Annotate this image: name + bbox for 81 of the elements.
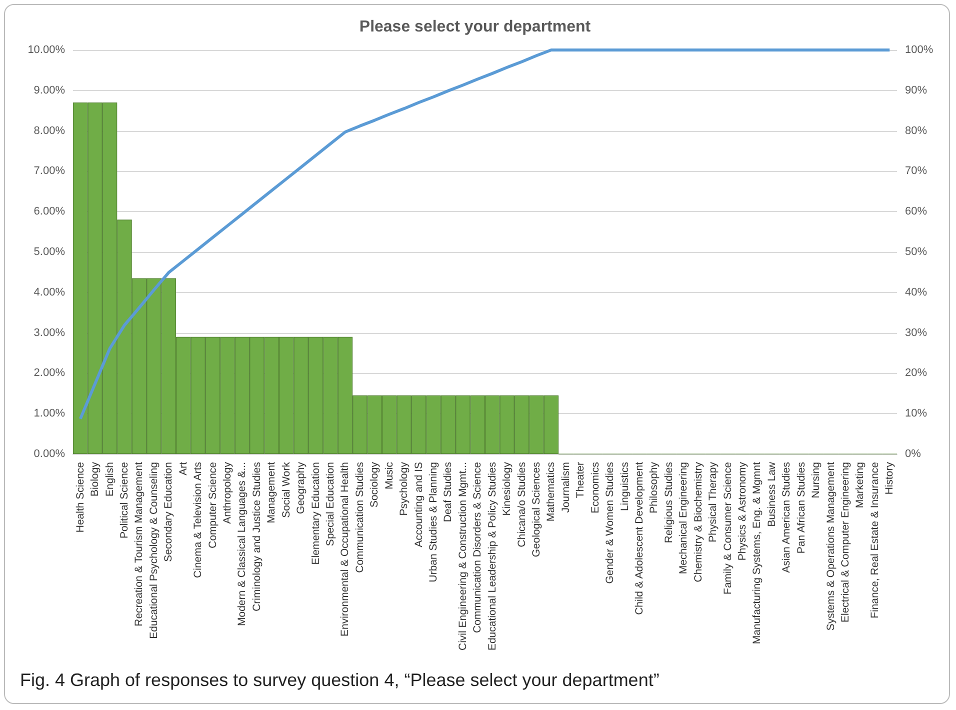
x-tick-label: Mathematics bbox=[545, 462, 558, 522]
y2-tick-label: 40% bbox=[905, 286, 928, 298]
x-tick-label: Accounting and IS bbox=[412, 462, 425, 548]
x-tick-label: Management bbox=[266, 462, 278, 524]
y-tick-label: 0.00% bbox=[34, 448, 66, 460]
x-tick-label: Biology bbox=[89, 461, 102, 496]
x-tick-label: Kinesiology bbox=[501, 461, 514, 516]
y-tick-label: 9.00% bbox=[34, 84, 66, 96]
x-tick-label: Music bbox=[383, 462, 396, 490]
x-tick-label: Systems & Operations Management bbox=[824, 462, 837, 631]
x-tick-label: Political Science bbox=[118, 462, 130, 538]
x-tick-label: Chicana/o Studies bbox=[516, 462, 528, 548]
x-tick-label: Communication Studies bbox=[354, 462, 366, 573]
x-tick-label: Cinema & Television Arts bbox=[192, 462, 204, 578]
x-tick-label: Health Science bbox=[74, 462, 86, 533]
line-series bbox=[78, 48, 892, 420]
x-tick-label: Linguistics bbox=[618, 462, 631, 512]
y2-tick-label: 10% bbox=[905, 408, 928, 420]
x-tick-label: Child & Adolescent Development bbox=[634, 462, 646, 615]
x-tick-label: Geological Sciences bbox=[530, 462, 542, 558]
x-tick-label: Art bbox=[177, 462, 190, 476]
x-tick-label: Finance, Real Estate & Insurance bbox=[868, 462, 881, 618]
y-tick-label: 7.00% bbox=[34, 165, 66, 178]
x-tick-label: Anthropology bbox=[222, 461, 234, 524]
x-tick-label: Educational Leadership & Policy Studies bbox=[486, 462, 498, 651]
x-tick-label: Nursing bbox=[810, 462, 822, 498]
y-tick-label: 2.00% bbox=[34, 367, 66, 380]
x-tick-label: Gender & Women Studies bbox=[604, 462, 616, 584]
y-tick-label: 6.00% bbox=[34, 206, 66, 218]
x-tick-label: Recreation & Tourism Management bbox=[133, 462, 146, 626]
x-tick-label: Economics bbox=[589, 462, 602, 514]
y-tick-label: 1.00% bbox=[34, 408, 66, 420]
x-tick-label: Philosophy bbox=[648, 461, 660, 514]
x-tick-label: Marketing bbox=[854, 462, 866, 508]
x-tick-label: Geography bbox=[295, 461, 308, 514]
caption: Fig. 4 Graph of responses to survey question 4, “Please select your department” bbox=[20, 670, 660, 691]
y-tick-label: 10.00% bbox=[28, 44, 66, 56]
x-tick-label: Environmental & Occupational Health bbox=[339, 462, 352, 637]
x-tick-label: Civil Engineering & Construction Mgmt... bbox=[456, 462, 469, 650]
x-tick-label: English bbox=[104, 462, 116, 496]
x-tick-label: Computer Science bbox=[206, 462, 219, 548]
x-tick-label: Physics & Astronomy bbox=[736, 461, 748, 561]
x-tick-label: Criminology and Justice Studies bbox=[250, 462, 263, 612]
x-tick-label: Sociology bbox=[368, 461, 381, 508]
x-tick-label: Elementary Education bbox=[310, 462, 322, 565]
x-tick-label: Special Education bbox=[324, 462, 336, 546]
y-tick-label: 3.00% bbox=[34, 326, 66, 339]
y2-tick-label: 70% bbox=[905, 165, 928, 178]
x-tick-label: Religious Studies bbox=[662, 462, 675, 544]
y2-tick-label: 60% bbox=[905, 206, 928, 218]
y2-tick-label: 0% bbox=[905, 448, 922, 460]
x-tick-label: Chemistry & Biochemistry bbox=[692, 461, 704, 582]
y2-tick-label: 90% bbox=[905, 84, 928, 96]
x-tick-label: Mechanical Engineering bbox=[678, 462, 690, 574]
x-tick-label: Social Work bbox=[280, 461, 292, 518]
x-tick-label: History bbox=[884, 461, 896, 495]
x-tick-label: Physical Therapy bbox=[707, 461, 720, 542]
x-tick-label: Journalism bbox=[560, 462, 572, 513]
x-tick-label: Theater bbox=[574, 462, 587, 498]
y2-tick-label: 80% bbox=[905, 124, 928, 137]
x-tick-label: Deaf Studies bbox=[442, 462, 454, 522]
x-tick-label: Pan African Studies bbox=[795, 462, 808, 554]
x-tick-label: Communication Disorders & Science bbox=[472, 462, 484, 633]
chart-title: Please select your department bbox=[359, 18, 592, 36]
x-tick-label: Modern & Classical Languages &... bbox=[236, 462, 248, 626]
x-tick-label: Manufacturing Systems, Eng. & Mgmnt bbox=[751, 462, 764, 644]
x-tick-label: Psychology bbox=[398, 461, 410, 516]
y-tick-label: 8.00% bbox=[34, 124, 66, 137]
y-tick-label: 5.00% bbox=[34, 246, 66, 258]
y2-tick-label: 20% bbox=[905, 367, 928, 380]
x-tick-label: Educational Psychology & Counseling bbox=[148, 462, 160, 639]
x-tick-label: Urban Studies & Planning bbox=[428, 462, 440, 582]
y2-tick-label: 50% bbox=[905, 246, 928, 258]
y-tick-label: 4.00% bbox=[34, 286, 66, 298]
x-tick-label: Electrical & Computer Engineering bbox=[840, 462, 852, 622]
x-tick-label: Secondary Education bbox=[162, 462, 175, 562]
y2-tick-label: 100% bbox=[905, 44, 934, 56]
y2-tick-label: 30% bbox=[905, 326, 928, 339]
x-tick-label: Asian American Studies bbox=[780, 462, 793, 573]
x-tick-label: Family & Consumer Science bbox=[722, 462, 734, 594]
x-tick-label: Business Law bbox=[766, 462, 778, 527]
